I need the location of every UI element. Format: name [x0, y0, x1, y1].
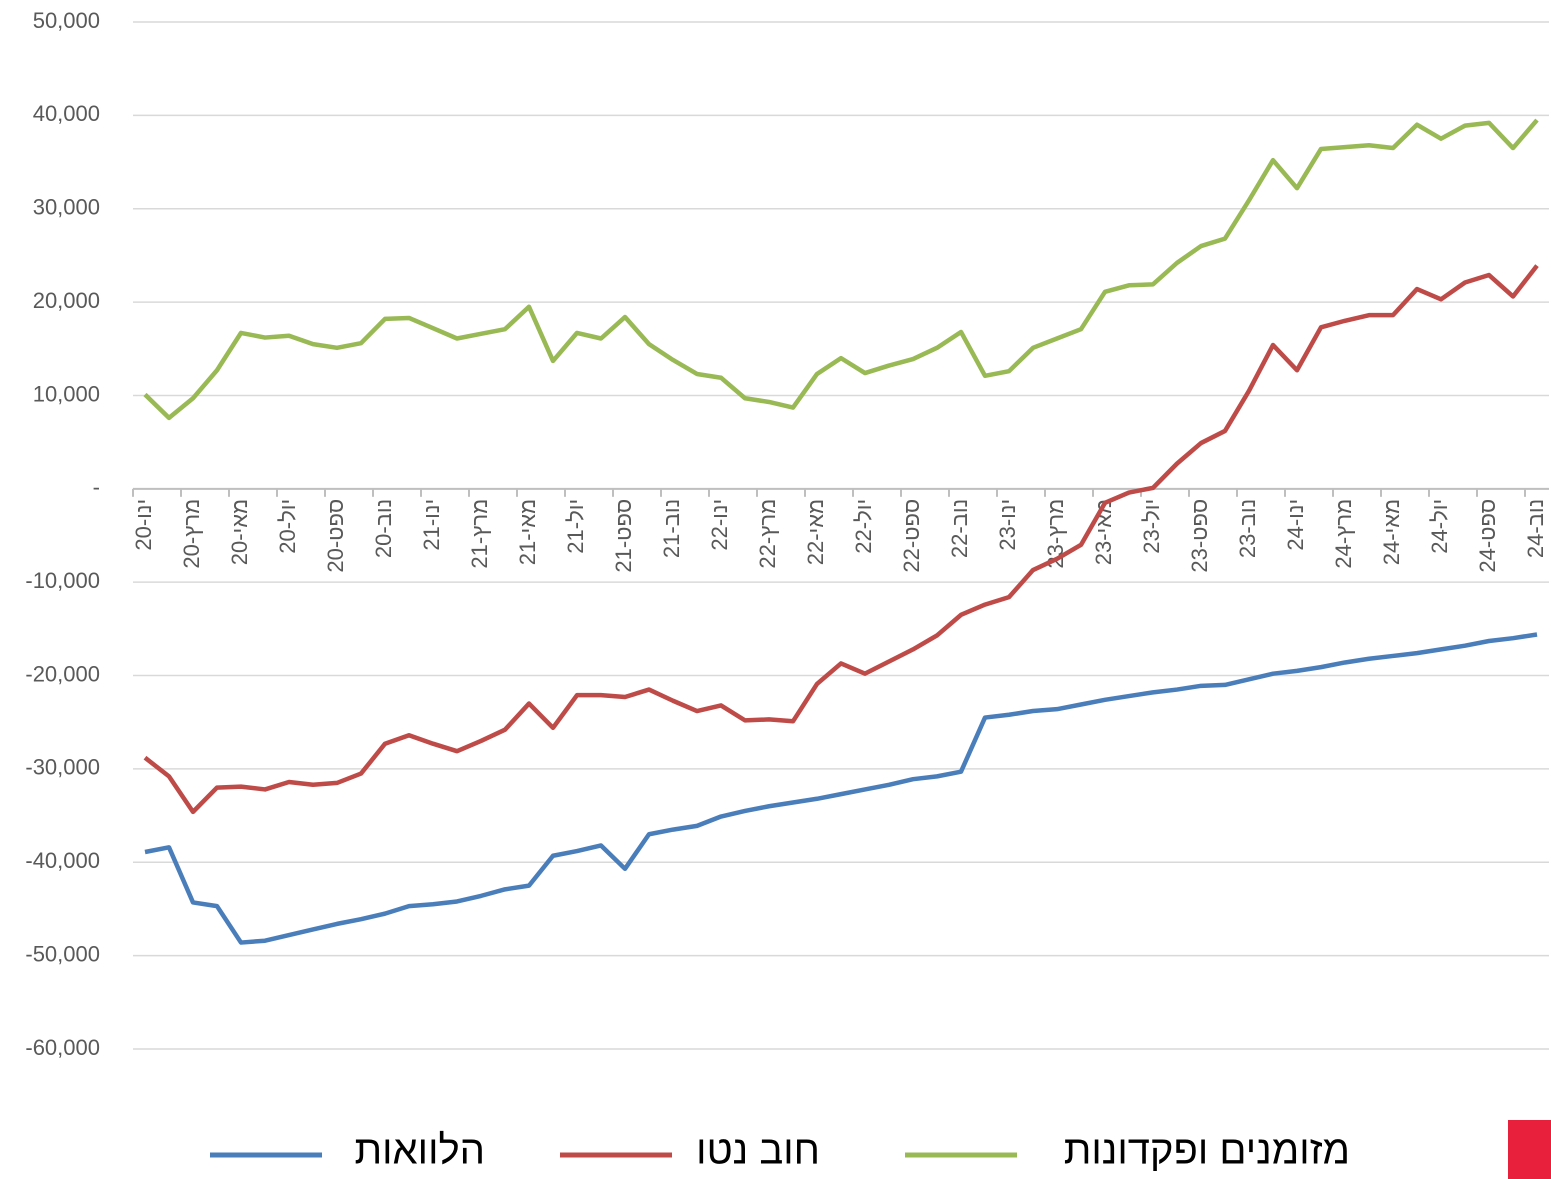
x-tick-label: ינו-24 — [1283, 499, 1308, 551]
x-tick-label: מאי-22 — [803, 499, 828, 565]
x-tick-label: ספט-23 — [1187, 499, 1212, 573]
y-tick-label: -10,000 — [25, 568, 100, 593]
y-tick-label: 50,000 — [33, 8, 100, 33]
x-tick-label: ינו-20 — [131, 499, 156, 551]
x-tick-label: נוב-20 — [371, 499, 396, 558]
x-tick-label: נוב-22 — [947, 499, 972, 558]
x-tick-label: מרץ-22 — [755, 499, 780, 569]
series-line — [143, 118, 1539, 421]
legend-label: מזומנים ופקדונות — [1064, 1129, 1350, 1173]
x-tick-label: יול-21 — [563, 499, 588, 554]
x-tick-label: נוב-21 — [659, 499, 684, 558]
y-tick-label: -40,000 — [25, 848, 100, 873]
y-tick-label: -20,000 — [25, 661, 100, 686]
x-tick-label: מאי-20 — [227, 499, 252, 565]
x-tick-label: מרץ-24 — [1331, 499, 1356, 569]
x-tick-label: יול-20 — [275, 499, 300, 554]
x-tick-label: ספט-24 — [1475, 499, 1500, 573]
legend-label: הלוואות — [355, 1129, 485, 1173]
x-tick-label: ספט-20 — [323, 499, 348, 573]
y-tick-label: - — [93, 475, 100, 500]
y-tick-label: 30,000 — [33, 195, 100, 220]
x-tick-label: נוב-24 — [1523, 499, 1548, 558]
x-tick-label: ינו-21 — [419, 499, 444, 551]
x-tick-label: ספט-21 — [611, 499, 636, 573]
x-tick-label: ספט-22 — [899, 499, 924, 573]
x-tick-label: יול-23 — [1139, 499, 1164, 554]
x-tick-label: יול-24 — [1427, 499, 1452, 554]
y-tick-label: 10,000 — [33, 381, 100, 406]
x-tick-label: מרץ-21 — [467, 499, 492, 569]
x-tick-label: מרץ-20 — [179, 499, 204, 569]
x-tick-label: ינו-22 — [707, 499, 732, 551]
x-tick-label: נוב-23 — [1235, 499, 1260, 558]
series-line — [143, 264, 1539, 815]
x-tick-label: מאי-24 — [1379, 499, 1404, 565]
y-tick-label: -50,000 — [25, 941, 100, 966]
y-tick-label: -30,000 — [25, 755, 100, 780]
corner-badge — [1508, 1120, 1551, 1179]
x-tick-label: מאי-21 — [515, 499, 540, 565]
y-tick-label: 20,000 — [33, 288, 100, 313]
y-tick-label: 40,000 — [33, 101, 100, 126]
series-line — [144, 632, 1538, 945]
x-tick-label: ינו-23 — [995, 499, 1020, 551]
x-tick-label: יול-22 — [851, 499, 876, 554]
legend-label: חוב נטו — [696, 1129, 820, 1173]
y-tick-label: -60,000 — [25, 1035, 100, 1060]
